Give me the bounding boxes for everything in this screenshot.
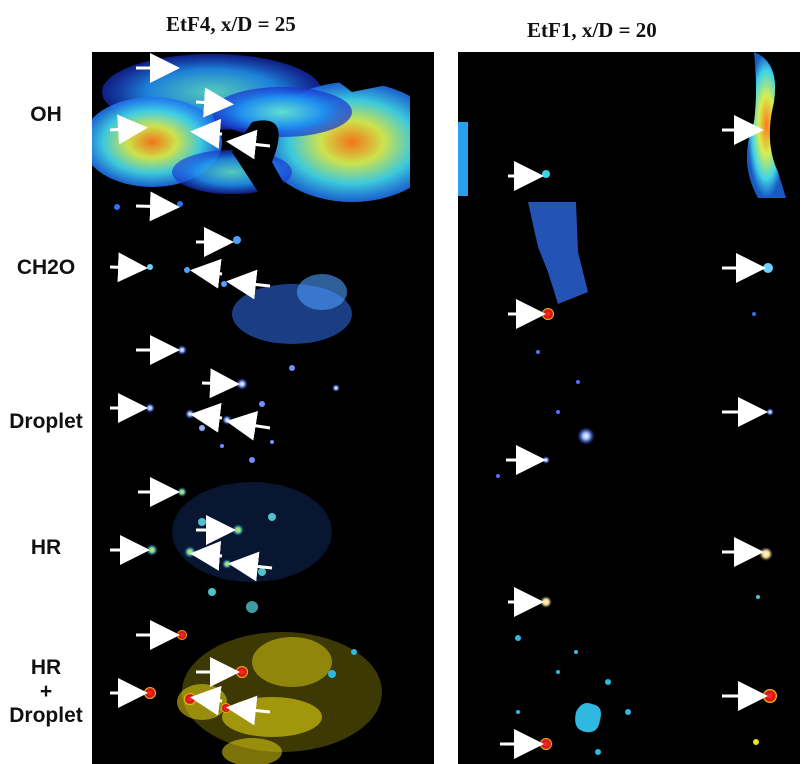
etf4-image-stack: [92, 52, 434, 764]
row-label-hr: HR: [30, 536, 62, 559]
row-label-oh: OH: [30, 103, 62, 126]
hr-field-etf4: [146, 482, 332, 613]
arrow-icon: [201, 368, 240, 399]
etf1-image-stack: [458, 52, 786, 759]
arrow-icon: [190, 258, 223, 289]
ch2o-field-etf1: [528, 202, 773, 320]
arrow-icon: [190, 685, 223, 716]
arrow-icon: [135, 191, 180, 222]
row-label-droplet: Droplet: [9, 410, 83, 433]
arrow-icon: [195, 87, 234, 118]
row-label-hr-line: HR: [30, 656, 62, 679]
column-title-etf4: EtF4, x/D = 25: [166, 12, 296, 36]
droplet-field-etf4: [145, 345, 340, 463]
image-panel-etf1: [458, 52, 800, 764]
arrow-icon: [226, 695, 271, 726]
arrows-etf1: [500, 115, 768, 759]
oh-field-etf1: [458, 52, 786, 198]
arrow-icon: [190, 402, 223, 433]
arrow-icon: [109, 252, 148, 283]
arrow-icon: [109, 114, 148, 145]
arrow-icon: [226, 269, 271, 300]
hr-field-etf1: [540, 547, 773, 608]
arrow-icon: [226, 129, 271, 160]
arrow-icon: [226, 410, 271, 441]
row-label-plus-line: +: [39, 680, 53, 703]
arrow-icon: [228, 551, 273, 582]
row-label-droplet-line: Droplet: [9, 704, 83, 727]
arrows-etf4: [109, 53, 273, 726]
row-label-ch2o: CH2O: [16, 256, 76, 279]
oh-field-etf4: [92, 52, 434, 202]
image-panel-etf4: [92, 52, 434, 764]
arrow-icon: [190, 118, 223, 149]
ch2o-field-etf4: [114, 201, 352, 344]
column-title-etf1: EtF1, x/D = 20: [527, 18, 657, 42]
arrow-icon: [190, 540, 223, 571]
overlay-field-etf4: [144, 630, 382, 764]
row-label-hr-droplet: HR + Droplet: [0, 656, 92, 728]
